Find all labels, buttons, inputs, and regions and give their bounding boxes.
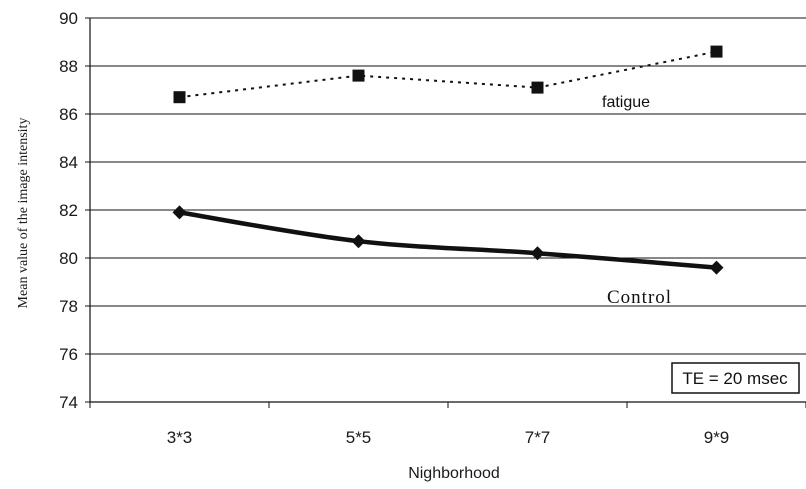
y-tick-label: 80 bbox=[59, 249, 78, 268]
y-tick-label: 88 bbox=[59, 57, 78, 76]
series-label-fatigue: fatigue bbox=[602, 94, 650, 111]
series-label-control: Control bbox=[607, 287, 672, 308]
data-point-control bbox=[351, 234, 366, 249]
y-axis: 74 76 78 80 82 84 86 88 90 bbox=[59, 9, 91, 412]
data-point-control bbox=[172, 205, 187, 220]
data-point-fatigue bbox=[531, 81, 544, 94]
x-tick-label: 7*7 bbox=[525, 428, 551, 447]
y-tick-label: 90 bbox=[59, 9, 78, 28]
x-tick-label: 9*9 bbox=[704, 428, 730, 447]
y-tick-label: 82 bbox=[59, 201, 78, 220]
x-axis: 3*3 5*5 7*7 9*9 bbox=[89, 401, 806, 447]
annotation-text: TE = 20 msec bbox=[682, 369, 788, 388]
annotation-box: TE = 20 msec bbox=[671, 362, 800, 394]
y-tick-label: 84 bbox=[59, 153, 78, 172]
series-line-control bbox=[177, 210, 719, 270]
x-axis-title: Nighborhood bbox=[408, 465, 500, 482]
data-point-control bbox=[530, 246, 545, 261]
y-tick-label: 74 bbox=[59, 393, 78, 412]
data-point-fatigue bbox=[173, 91, 186, 104]
data-point-fatigue bbox=[352, 69, 365, 82]
x-tick-label: 5*5 bbox=[346, 428, 372, 447]
y-tick-label: 86 bbox=[59, 105, 78, 124]
data-point-control bbox=[709, 260, 724, 275]
y-tick-label: 76 bbox=[59, 345, 78, 364]
grid-lines bbox=[90, 17, 806, 355]
y-axis-title: Mean value of the image intensity bbox=[16, 118, 31, 309]
x-tick-label: 3*3 bbox=[167, 428, 193, 447]
data-point-fatigue bbox=[710, 45, 723, 58]
series-layer bbox=[172, 45, 724, 275]
y-tick-label: 78 bbox=[59, 297, 78, 316]
series-line-fatigue bbox=[179, 50, 717, 99]
